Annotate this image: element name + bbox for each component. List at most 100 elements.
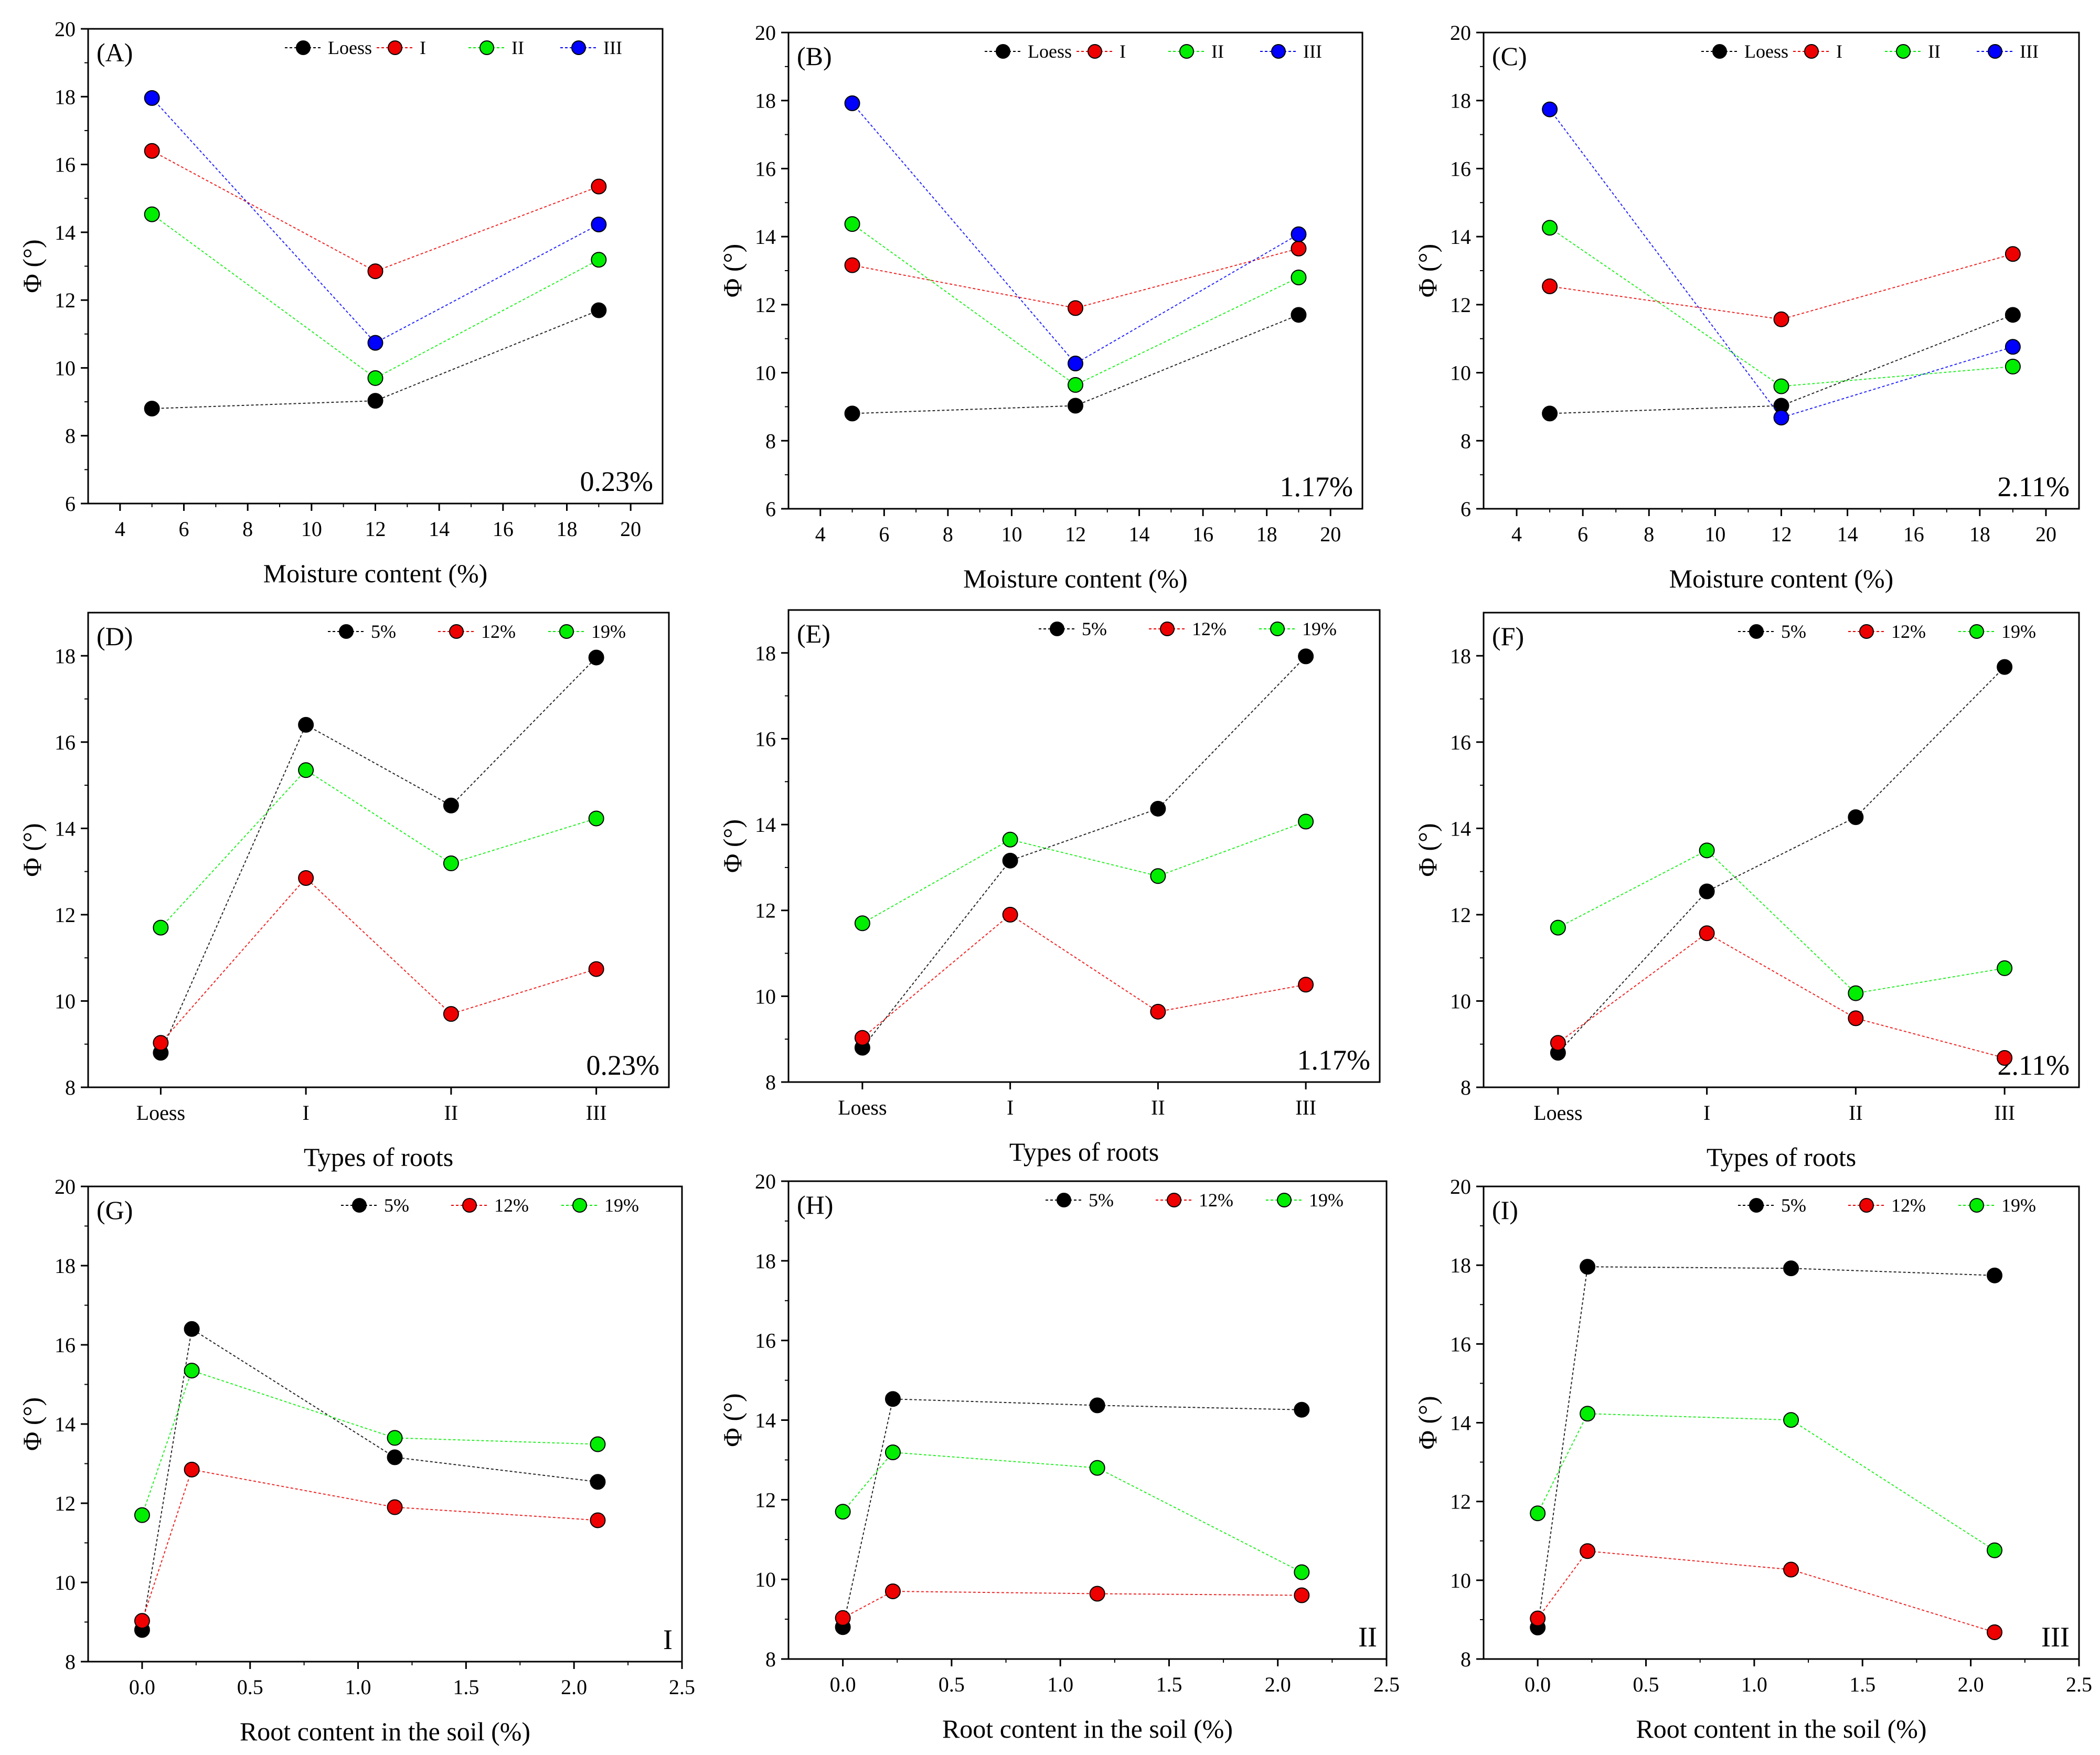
legend-marker [1749, 624, 1764, 639]
legend-marker [352, 1198, 367, 1213]
x-tick-label: 2.0 [1958, 1673, 1984, 1696]
series-line [842, 1398, 1302, 1628]
series-line [160, 877, 596, 1043]
legend-marker [1749, 1198, 1764, 1213]
x-tick-label: 16 [1192, 522, 1213, 546]
y-tick-label: 8 [65, 1076, 76, 1099]
data-point [1783, 1561, 1799, 1578]
legend-label: 12% [1891, 621, 1926, 642]
series-iii [1542, 101, 2021, 426]
y-tick-label: 6 [765, 497, 776, 521]
legend-label: 19% [2001, 621, 2036, 642]
y-tick-label: 18 [1450, 1254, 1471, 1277]
data-point [1987, 1267, 2003, 1283]
series-line [862, 914, 1306, 1039]
data-point [1542, 278, 1558, 294]
legend-marker [1088, 44, 1102, 59]
series-ii [144, 206, 607, 386]
x-tick-label: I [302, 1101, 309, 1125]
x-tick-label: Loess [136, 1101, 185, 1125]
data-point [443, 855, 459, 872]
data-point [1298, 977, 1314, 993]
data-point [1530, 1505, 1546, 1522]
legend-label: 12% [494, 1195, 529, 1216]
legend-label: Loess [1028, 41, 1072, 62]
series-line [160, 769, 596, 928]
x-axis-title: Root content in the soil (%) [240, 1717, 530, 1746]
data-point [134, 1613, 150, 1629]
y-tick-label: 18 [1450, 89, 1471, 113]
y-tick-label: 16 [755, 727, 776, 751]
legend: Loess I II III [985, 41, 1322, 62]
data-point [588, 961, 604, 977]
data-point [443, 1006, 459, 1022]
x-tick-label: 0.5 [939, 1673, 965, 1696]
data-point [884, 1391, 901, 1407]
legend: 5% 12% 19% [341, 1195, 639, 1216]
panel-label: (C) [1492, 41, 1527, 71]
legend-marker [1712, 44, 1727, 59]
series-19 [1550, 842, 2013, 1001]
legend-label: 5% [384, 1195, 409, 1216]
y-tick-label: 8 [65, 424, 76, 448]
series-12 [854, 906, 1314, 1046]
legend-label: 19% [2001, 1195, 2036, 1216]
data-point [1150, 1003, 1166, 1020]
x-tick-label: 20 [1320, 522, 1341, 546]
y-tick-label: 14 [755, 225, 776, 249]
y-tick-label: 12 [55, 903, 76, 927]
legend-marker [1859, 624, 1874, 639]
legend-marker [1050, 622, 1064, 636]
x-tick-label: 0.5 [1633, 1673, 1659, 1696]
legend: 5% 12% 19% [1039, 618, 1337, 639]
y-axis-title: Φ (°) [1413, 1396, 1442, 1449]
x-axis-title: Moisture content (%) [963, 564, 1188, 593]
legend-label: 12% [1891, 1195, 1926, 1216]
series-line [842, 1451, 1302, 1573]
plot-frame [787, 609, 1381, 1083]
legend-marker [1988, 44, 2002, 59]
y-axis-title: Φ (°) [17, 823, 47, 876]
x-tick-label: 14 [1837, 522, 1858, 546]
data-point [1542, 101, 1558, 117]
series-line [851, 103, 1299, 365]
legend-marker [462, 1198, 477, 1213]
x-tick-label: III [1994, 1101, 2015, 1125]
data-point [1987, 1624, 2003, 1640]
data-point [144, 143, 160, 159]
series-line [1549, 109, 2013, 419]
x-tick-label: 18 [1969, 522, 1990, 546]
series-line [862, 821, 1306, 924]
legend-label: 5% [1781, 621, 1806, 642]
data-point [1002, 906, 1018, 923]
series-line [1537, 1550, 1995, 1633]
data-point [184, 1363, 200, 1379]
series-19 [835, 1444, 1310, 1580]
data-point [2005, 246, 2021, 262]
data-point [1150, 868, 1166, 884]
data-point [1550, 1035, 1566, 1051]
y-tick-label: 10 [55, 989, 76, 1013]
legend-label: 5% [1089, 1190, 1114, 1211]
y-tick-label: 10 [755, 984, 776, 1008]
x-axis-title: Types of roots [304, 1142, 453, 1172]
legend-label: 12% [481, 621, 516, 642]
y-tick-label: 10 [55, 1571, 76, 1595]
series-12 [1530, 1543, 2003, 1640]
data-point [367, 335, 383, 351]
data-point [1848, 985, 1864, 1001]
series-5 [854, 648, 1314, 1056]
y-tick-label: 8 [1461, 1647, 1471, 1671]
data-point [1997, 659, 2013, 675]
series-line [1549, 227, 2013, 387]
x-tick-label: 1.5 [453, 1675, 479, 1699]
plot-frame [1483, 31, 2080, 510]
legend-label: 19% [604, 1195, 639, 1216]
data-point [144, 206, 160, 222]
panel-annotation: III [2041, 1621, 2070, 1653]
series-12 [134, 1461, 606, 1629]
data-point [854, 915, 870, 932]
x-tick-label: 0.0 [830, 1673, 856, 1696]
